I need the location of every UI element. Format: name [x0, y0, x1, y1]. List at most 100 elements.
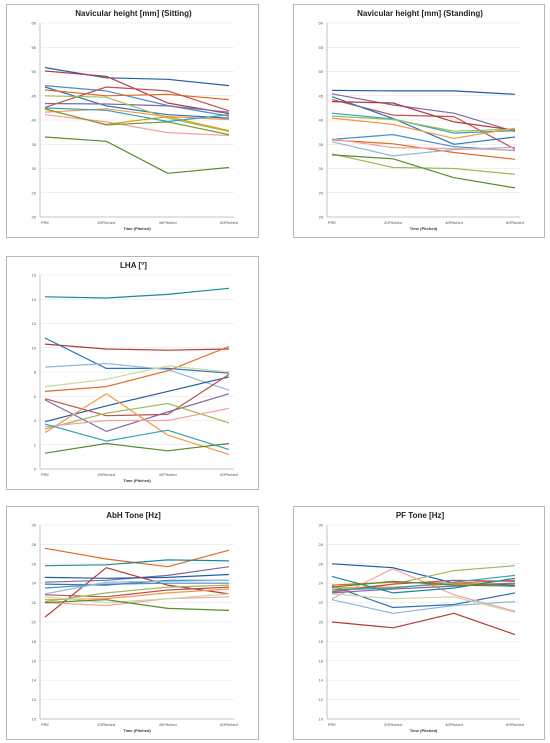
y-tick-label: 18 [32, 639, 37, 644]
y-tick-label: 0 [34, 467, 37, 472]
series-line-6 [44, 365, 230, 388]
series-line-13 [44, 423, 230, 451]
x-tick-label: 40Pitched [159, 722, 177, 727]
y-tick-label: 25 [32, 190, 37, 195]
series-line-6 [331, 112, 516, 134]
x-tick-label: 40Pitched [445, 722, 463, 727]
series-line-13 [331, 580, 516, 588]
chart-svg-navicular-standing: Navicular height [mm] (Standing) 20 25 30 35… [319, 9, 524, 231]
x-tick-label: 40Pitched [159, 472, 177, 477]
series-line-3 [44, 85, 230, 117]
series-line-4 [44, 573, 230, 579]
series-line-5 [44, 345, 230, 392]
series-line-13 [44, 107, 230, 123]
y-tick-label: 60 [319, 21, 324, 26]
x-tick-label: PRE [41, 472, 50, 477]
series-line-12 [331, 593, 516, 613]
y-tick-label: 6 [34, 394, 37, 399]
y-tick-label: 8 [34, 370, 37, 375]
y-tick-label: 40 [32, 118, 37, 123]
x-axis-label: Time (Pitched) [123, 478, 151, 483]
x-tick-label: 60Pitched [506, 722, 524, 727]
chart-title: Navicular height [mm] (Sitting) [75, 9, 192, 18]
y-tick-label: 22 [319, 600, 324, 605]
x-tick-label: 20Pitched [384, 722, 402, 727]
chart-panel-pf-tone: PF Tone [Hz] 10 12 14 16 18 20 22 24 26 28 30 PRE 20P… [293, 506, 545, 740]
y-tick-label: 16 [32, 658, 37, 663]
y-tick-label: 26 [32, 561, 37, 566]
series-line-1 [44, 67, 230, 87]
y-tick-label: 10 [32, 345, 37, 350]
y-tick-label: 45 [32, 93, 37, 98]
series-line-7 [331, 115, 516, 132]
series-line-12 [44, 407, 230, 428]
series-line-11 [331, 141, 516, 157]
series-line-11 [331, 574, 516, 591]
series-line-7 [44, 582, 229, 589]
y-tick-label: 18 [319, 639, 324, 644]
series-line-14 [331, 154, 516, 189]
series-line-9 [44, 393, 230, 432]
series-line-2 [44, 343, 230, 351]
x-tick-label: 20Pitched [97, 472, 115, 477]
chart-panel-navicular-standing: Navicular height [mm] (Standing) 20 25 30 35… [293, 4, 545, 238]
series-line-4 [44, 362, 230, 391]
chart-svg-navicular-sitting: Navicular height [mm] (Sitting) 20 25 30 35 4… [32, 9, 238, 231]
x-axis-label: Time (Pitched) [410, 226, 438, 231]
y-tick-label: 12 [32, 321, 37, 326]
y-tick-label: 24 [319, 581, 324, 586]
series-line-14 [44, 599, 230, 611]
y-tick-label: 10 [319, 717, 324, 722]
y-tick-label: 22 [32, 600, 37, 605]
y-tick-label: 45 [319, 93, 324, 98]
series-line-2 [331, 565, 516, 591]
series-line-12 [331, 138, 516, 151]
y-tick-label: 16 [32, 273, 37, 278]
y-tick-label: 12 [319, 697, 324, 702]
series-line-11 [44, 584, 230, 603]
y-tick-label: 14 [32, 678, 37, 683]
series-line-9 [331, 582, 516, 594]
y-tick-label: 55 [32, 45, 37, 50]
x-tick-label: 20Pitched [384, 220, 402, 225]
y-tick-label: 24 [32, 581, 37, 586]
y-tick-label: 30 [32, 166, 37, 171]
y-tick-label: 40 [319, 118, 324, 123]
x-tick-label: 60Pitched [220, 220, 238, 225]
chart-panel-navicular-sitting: Navicular height [mm] (Sitting) 20 25 30 35 4… [6, 4, 259, 238]
series-line-2 [331, 93, 516, 133]
series-line-9 [44, 586, 230, 598]
x-tick-label: 60Pitched [220, 472, 238, 477]
y-tick-label: 20 [32, 620, 37, 625]
y-tick-label: 30 [319, 523, 324, 528]
y-tick-label: 50 [32, 69, 37, 74]
y-tick-label: 14 [319, 678, 324, 683]
series-line-1 [44, 287, 230, 299]
chart-svg-lha: LHA [°] 0 2 4 6 8 10 12 14 16 PRE 20Pitched 40Pitche… [32, 261, 238, 483]
x-tick-label: PRE [41, 220, 50, 225]
series-line-5 [44, 567, 230, 618]
y-tick-label: 10 [32, 717, 37, 722]
x-axis-label: Time (Pitched) [123, 226, 151, 231]
y-tick-label: 28 [319, 542, 324, 547]
chart-title: PF Tone [Hz] [396, 511, 445, 520]
x-tick-label: 60Pitched [506, 220, 524, 225]
y-tick-label: 30 [32, 523, 37, 528]
series-line-5 [331, 599, 516, 614]
y-tick-label: 14 [32, 297, 37, 302]
chart-svg-pf-tone: PF Tone [Hz] 10 12 14 16 18 20 22 24 26 28 30 PRE 20P… [319, 511, 524, 733]
y-tick-label: 25 [319, 190, 324, 195]
chart-panel-abh-tone: AbH Tone [Hz] 10 12 14 16 18 20 22 24 26 28 30 PRE 20… [6, 506, 259, 740]
series-line-8 [331, 579, 516, 593]
x-tick-label: 20Pitched [97, 220, 115, 225]
y-tick-label: 20 [319, 620, 324, 625]
series-line-8 [44, 95, 230, 133]
y-tick-label: 35 [32, 142, 37, 147]
y-tick-label: 16 [319, 658, 324, 663]
y-tick-label: 4 [34, 418, 37, 423]
y-tick-label: 2 [34, 442, 37, 447]
series-line-10 [44, 114, 230, 137]
series-line-11 [44, 393, 230, 455]
series-line-14 [331, 612, 516, 636]
series-line-12 [44, 108, 230, 136]
